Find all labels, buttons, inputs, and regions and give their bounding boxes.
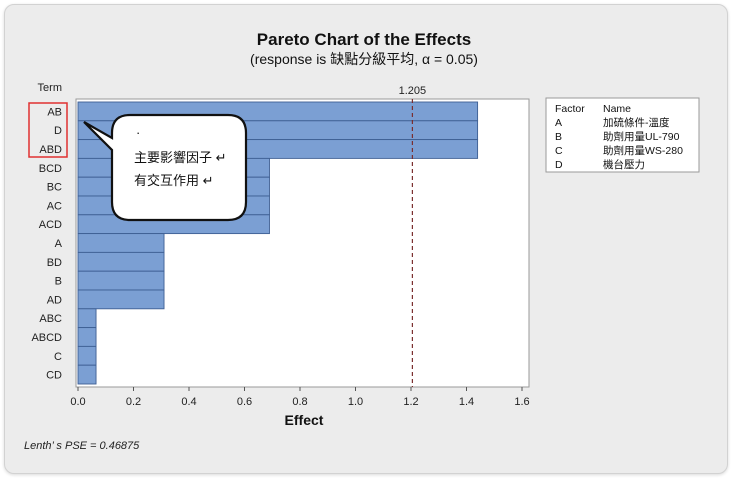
bar-c: [77, 345, 97, 366]
x-tick-label: 0.8: [292, 396, 307, 408]
legend-factor-a: A: [555, 117, 562, 129]
x-tick-label: 0.6: [237, 396, 252, 408]
legend-factor-b: B: [555, 131, 562, 143]
x-tick-label: 1.0: [348, 396, 363, 408]
legend-factor-c: C: [555, 145, 563, 157]
y-tick-label-abc: ABC: [39, 313, 62, 325]
y-tick-label-cd: CD: [46, 370, 62, 382]
bar-b: [77, 270, 165, 291]
legend-header-name: Name: [603, 103, 631, 115]
legend-factor-d: D: [555, 159, 563, 171]
x-tick-label: 0.0: [70, 396, 85, 408]
x-tick-label: 0.2: [126, 396, 141, 408]
legend-name-a: 加硫條件-溫度: [603, 116, 670, 129]
bar-cd: [77, 364, 97, 385]
callout-bubble: [83, 113, 248, 222]
y-tick-label-acd: ACD: [39, 219, 62, 231]
bar-bd: [77, 251, 165, 272]
y-tick-label-b: B: [55, 276, 62, 288]
bar-a: [77, 233, 165, 253]
callout-dot: ·: [136, 125, 140, 140]
x-tick-label: 1.4: [459, 396, 474, 408]
legend: Factor Name A 加硫條件-溫度 B 助劑用量UL-790 C 助劑用…: [545, 97, 700, 173]
y-tick-label-ab: AB: [47, 106, 62, 118]
legend-box: [545, 97, 700, 173]
y-tick-label-c: C: [54, 351, 62, 363]
x-tick-label: 1.6: [514, 396, 529, 408]
x-tick-label: 1.2: [403, 396, 418, 408]
highlight-box: [28, 102, 68, 158]
bar-ad: [77, 289, 165, 310]
y-tick-label-ac: AC: [47, 200, 62, 212]
legend-name-c: 助劑用量WS-280: [603, 144, 683, 157]
legend-name-b: 助劑用量UL-790: [603, 130, 680, 143]
y-tick-label-bcd: BCD: [39, 163, 62, 175]
callout-line-2: 有交互作用 ↵: [134, 173, 214, 188]
y-tick-label-ad: AD: [47, 294, 62, 306]
y-tick-label-abd: ABD: [39, 144, 62, 156]
y-tick-label-a: A: [55, 238, 63, 250]
bar-abcd: [77, 327, 97, 347]
bar-abc: [77, 308, 97, 329]
chart-title: Pareto Chart of the Effects: [257, 30, 471, 49]
legend-name-d: 機台壓力: [603, 158, 645, 171]
x-tick-label: 0.4: [181, 396, 196, 408]
legend-header-factor: Factor: [555, 103, 585, 115]
x-axis-title: Effect: [285, 412, 324, 428]
x-ticks: 0.0 0.2 0.4 0.6 0.8 1.0 1.2 1.4 1.6: [70, 387, 530, 408]
callout: · 主要影響因子 ↵ 有交互作用 ↵: [83, 113, 248, 222]
lenth-pse-footnote: Lenth’ s PSE = 0.46875: [24, 440, 140, 452]
chart-subtitle: (response is 缺點分級平均, α = 0.05): [250, 51, 478, 67]
callout-line-1: 主要影響因子 ↵: [134, 150, 227, 165]
y-axis-title: Term: [38, 82, 62, 94]
y-tick-label-bc: BC: [47, 182, 62, 194]
y-tick-label-abcd: ABCD: [31, 332, 62, 344]
y-tick-label-d: D: [54, 125, 62, 137]
y-tick-label-bd: BD: [47, 257, 62, 269]
reference-line-label: 1.205: [399, 85, 427, 97]
